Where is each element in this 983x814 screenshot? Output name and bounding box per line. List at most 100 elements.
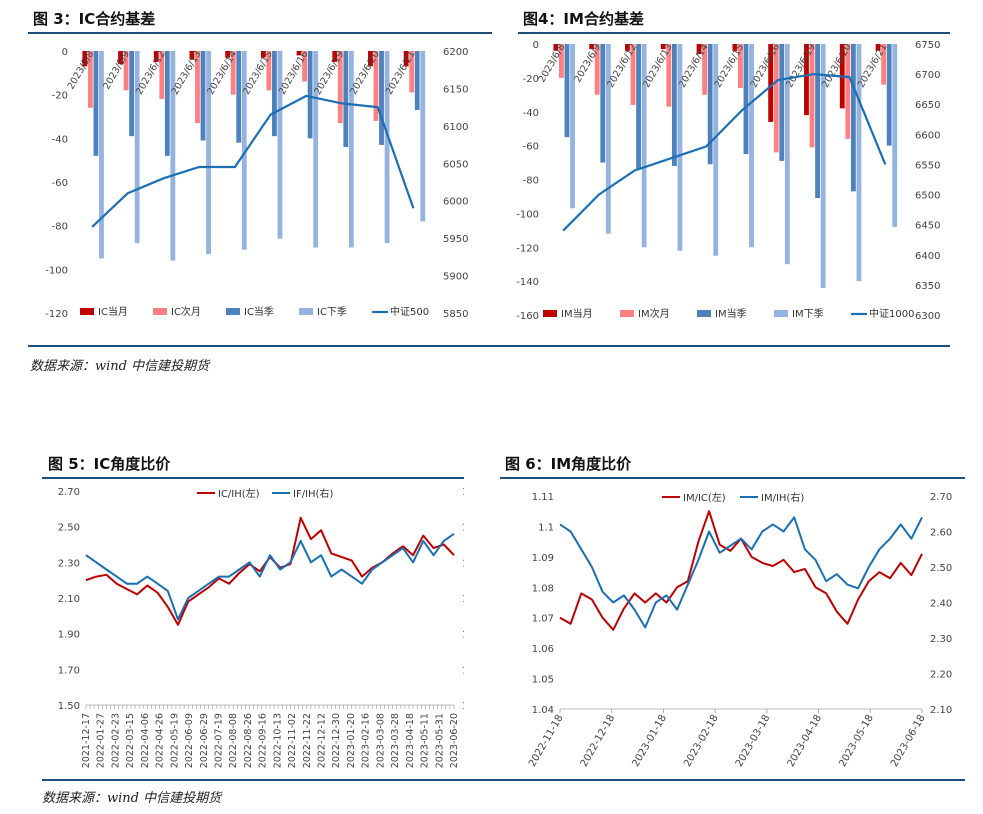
- fig6-x-tick-0: 2022-11-18: [527, 713, 566, 769]
- fig6-x-tick-2: 2023-01-18: [630, 713, 669, 769]
- fig4-y-tick-5: -100: [516, 209, 539, 220]
- fig5-x-tick-0: 2021-12-17: [81, 713, 92, 768]
- fig4-bar-2-3: [671, 44, 677, 166]
- fig4-bar-0-5: [732, 44, 738, 51]
- fig4-bar-3-6: [784, 44, 790, 265]
- fig4-bar-1-0: [559, 44, 564, 78]
- fig4-bar-1-2: [630, 44, 636, 105]
- fig6-y2-tick-3: 2.40: [930, 599, 952, 610]
- fig3-legend-swatch-0: [80, 308, 94, 315]
- fig5-y2-tick-3: 1.45: [462, 594, 464, 605]
- fig3-y-tick-4: -80: [52, 222, 68, 233]
- fig5-x-tick-20: 2023-03-08: [375, 713, 386, 768]
- fig4-bar-0-4: [696, 44, 702, 55]
- fig4-legend-swatch-0: [543, 310, 557, 317]
- fig4-bar-3-7: [820, 44, 826, 288]
- fig5-x-tick-6: 2022-05-19: [169, 713, 180, 768]
- fig4-chart: 0 -20 -40 -60 -80 -100 -120 -140 -160 6750 6700 665…: [516, 40, 940, 322]
- fig4-bar-0-0: [553, 44, 559, 51]
- fig6-y-tick-0: 1.11: [532, 492, 554, 503]
- fig5-y-tick-2: 2.30: [58, 558, 80, 569]
- fig5-x-tick-21: 2023-03-28: [390, 713, 401, 768]
- fig3-bar-2-1: [129, 51, 135, 137]
- fig5-y2-tick-2: 1.50: [462, 558, 464, 569]
- fig5-x-tick-8: 2022-06-29: [199, 713, 210, 768]
- fig3-bar-1-4: [230, 51, 236, 95]
- fig3-bar-3-6: [313, 51, 319, 248]
- fig4-y2-tick-6: 6450: [915, 221, 940, 232]
- fig6-x-tick-5: 2023-04-18: [786, 713, 825, 769]
- fig4-legend-label-4: 中证1000: [869, 307, 914, 320]
- fig5-y2-tick-1: 1.55: [462, 523, 464, 534]
- fig3-bar-0-5: [260, 51, 266, 58]
- fig4-legend-label-3: IM下季: [792, 308, 824, 320]
- fig4-y-tick-6: -120: [516, 243, 539, 254]
- fig6-y-tick-2: 1.09: [532, 553, 554, 564]
- fig3-y-tick-3: -60: [52, 178, 68, 189]
- source-note-bottom: 数据来源：wind 中信建投期货: [42, 791, 222, 806]
- fig5-series-line-0: [85, 516, 455, 626]
- fig4-y2-tick-3: 6600: [915, 130, 940, 141]
- fig3-y2-tick-3: 6050: [443, 159, 468, 170]
- fig4-bar-0-3: [660, 44, 666, 50]
- fig5-x-tick-16: 2022-12-12: [317, 713, 328, 768]
- fig4-bar-1-8: [845, 44, 851, 139]
- fig3-y2-tick-2: 6100: [443, 122, 468, 133]
- fig3-legend-swatch-3: [299, 308, 313, 315]
- fig5-x-tick-14: 2022-11-02: [287, 713, 298, 768]
- fig6-y-tick-1: 1.1: [538, 522, 554, 533]
- fig5-y2-tick-6: 1.30: [462, 701, 464, 712]
- fig3-bar-1-0: [87, 51, 93, 108]
- fig3-line-index: [91, 94, 415, 228]
- fig3-bar-2-7: [343, 51, 349, 148]
- fig6-x-tick-1: 2022-12-18: [579, 713, 618, 769]
- fig3-title: 图 3：IC合约基差: [33, 10, 156, 28]
- fig5-x-tick-18: 2023-01-20: [346, 713, 357, 768]
- fig5-y-tick-1: 2.50: [58, 523, 80, 534]
- fig6-x-tick-3: 2023-02-18: [682, 713, 721, 769]
- source-note-top: 数据来源：wind 中信建投期货: [30, 359, 210, 374]
- fig5-y-tick-6: 1.50: [58, 701, 80, 712]
- fig4-y-tick-2: -40: [523, 108, 539, 119]
- fig6-y-tick-7: 1.04: [532, 705, 554, 716]
- fig3-bar-0-3: [189, 51, 195, 60]
- fig4-bar-1-4: [702, 44, 708, 95]
- fig5-y2-tick-0: 1.60: [462, 487, 464, 498]
- fig3-bar-1-2: [159, 51, 165, 100]
- fig3-y2-tick-4: 6000: [443, 197, 468, 208]
- top-source-rule: [28, 345, 950, 347]
- fig6-x-tick-4: 2023-03-18: [734, 713, 773, 769]
- fig4-bar-0-1: [589, 44, 595, 50]
- fig4-legend-label-2: IM当季: [715, 307, 747, 320]
- fig5-x-tick-11: 2022-08-26: [243, 713, 254, 768]
- fig4-y2-tick-5: 6500: [915, 191, 940, 202]
- fig6-y-tick-4: 1.07: [532, 614, 554, 625]
- fig4-y2-tick-1: 6700: [915, 70, 940, 81]
- fig5-y-tick-0: 2.70: [58, 487, 80, 498]
- fig4-bar-1-7: [809, 44, 815, 148]
- fig3-bar-2-2: [164, 51, 170, 156]
- fig3-bar-1-8: [373, 51, 379, 121]
- fig5-x-tick-13: 2022-10-13: [272, 713, 283, 768]
- fig5-x-tick-19: 2023-02-16: [361, 713, 372, 768]
- fig6-chart: 1.11 1.1 1.09 1.08 1.07 1.06 1.05 1.04 2.70 2.60 2…: [527, 491, 952, 769]
- fig3-legend-label-1: IC次月: [171, 305, 201, 318]
- fig3-bar-0-1: [118, 51, 123, 65]
- fig3-bar-3-1: [134, 51, 140, 244]
- fig4-bar-0-9: [875, 44, 881, 51]
- fig5-title: 图 5：IC角度比价: [48, 455, 171, 473]
- fig3-legend-label-3: IC下季: [317, 306, 347, 318]
- fig4-bar-0-2: [625, 44, 630, 51]
- fig6-y-tick-6: 1.05: [532, 675, 554, 686]
- fig4-bar-2-5: [743, 44, 749, 155]
- fig3-bar-0-6: [296, 51, 302, 56]
- fig4-bar-2-4: [707, 44, 713, 165]
- fig3-bar-3-5: [277, 51, 283, 239]
- fig4-bar-3-5: [749, 44, 754, 248]
- fig5-x-tick-5: 2022-04-26: [155, 713, 166, 768]
- fig5-x-tick-12: 2022-09-16: [258, 713, 269, 768]
- fig4-legend-label-0: IM当月: [561, 307, 593, 320]
- fig4-bar-1-6: [773, 44, 779, 153]
- fig6-series-line-1: [559, 516, 923, 629]
- fig5-y-tick-4: 1.90: [58, 630, 80, 641]
